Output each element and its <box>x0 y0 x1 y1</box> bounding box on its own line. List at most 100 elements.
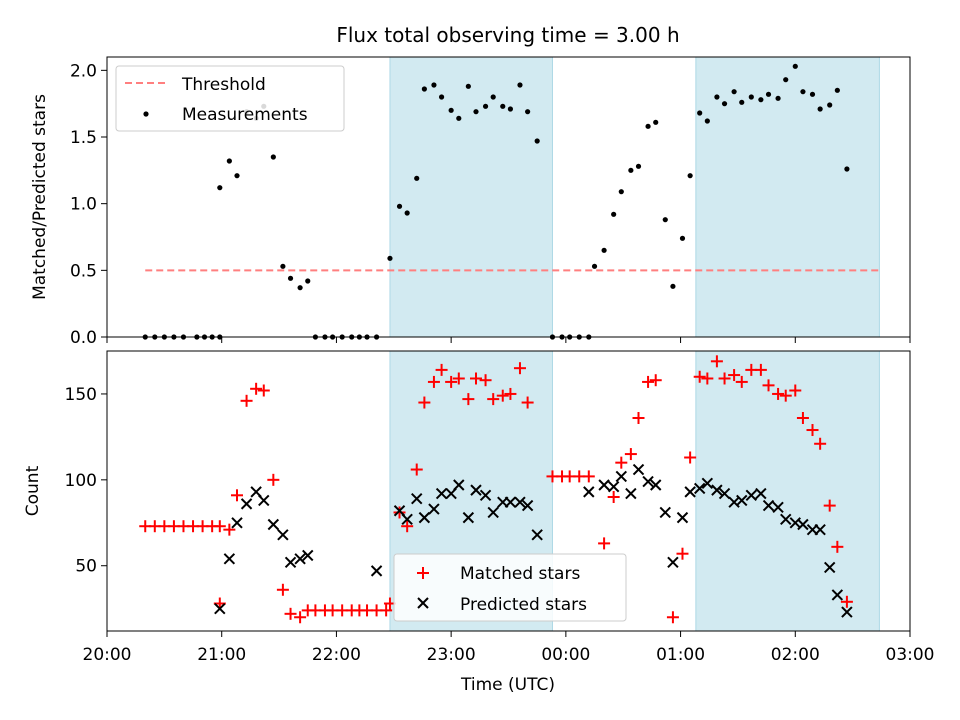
matched-star-point <box>452 372 465 385</box>
predicted-star-point <box>470 484 482 496</box>
matched-star-point <box>513 362 526 375</box>
matched-star-point <box>240 394 253 407</box>
top-y-axis-ticks: 0.0 0.5 1.0 1.5 2.0 <box>70 61 107 348</box>
matched-star-point <box>762 379 775 392</box>
matched-star-point <box>582 470 595 483</box>
y-tick-label: 2.0 <box>70 61 97 81</box>
measurement-point <box>679 235 686 241</box>
measurement-point <box>448 107 454 113</box>
predicted-star-point <box>487 506 499 519</box>
measurements-legend-swatch <box>143 111 149 117</box>
matched-star-point <box>607 491 620 504</box>
predicted-star-point <box>814 523 826 536</box>
top-legend: Threshold Measurements <box>115 65 345 132</box>
bottom-legend-box <box>393 553 627 622</box>
measurement-point <box>534 138 540 144</box>
measurement-point <box>670 283 676 289</box>
matched-star-point <box>831 540 844 553</box>
x-tick-label: 22:00 <box>312 645 361 665</box>
predicted-star-point <box>435 487 448 500</box>
measurement-point <box>280 263 286 269</box>
bottom-y-axis-ticks: 50 100 150 <box>65 385 107 577</box>
matched-star-point <box>693 370 706 383</box>
threshold-legend-label: Threshold <box>181 75 266 95</box>
predicted-star-point <box>302 549 314 562</box>
y-tick-label: 1.5 <box>70 128 97 148</box>
matched-star-point <box>701 372 714 385</box>
measurement-point <box>809 91 816 97</box>
predicted-legend-label: Predicted stars <box>460 595 587 615</box>
bottom-panel: 50 100 150 20:00 21:00 22:00 23:00 00:00 01:00 0… <box>23 350 935 695</box>
measurement-point <box>827 102 833 108</box>
predicted-star-point <box>831 589 844 601</box>
measurement-point <box>500 103 506 109</box>
measurement-point <box>517 82 523 88</box>
predicted-star-point <box>294 553 306 565</box>
matched-star-point <box>796 411 809 424</box>
matched-star-point <box>479 374 492 387</box>
matched-star-point <box>445 375 458 388</box>
predicted-star-point <box>514 496 526 508</box>
measurements-legend-label: Measurements <box>182 105 308 125</box>
measurement-point <box>817 106 823 112</box>
predicted-star-point <box>462 511 475 524</box>
predicted-star-point <box>615 470 628 483</box>
matched-star-point <box>779 389 792 402</box>
predicted-star-point <box>240 498 253 510</box>
matched-star-point <box>649 374 662 387</box>
matched-star-point <box>666 611 679 624</box>
matched-star-point <box>718 372 731 385</box>
y-tick-label: 1.0 <box>70 195 97 215</box>
measurement-point <box>507 106 514 112</box>
predicted-star-point <box>642 475 654 488</box>
predicted-star-point <box>632 463 645 476</box>
measurement-point <box>404 210 410 216</box>
matched-star-point <box>624 448 637 461</box>
matched-star-point <box>728 369 741 382</box>
predicted-star-point <box>841 606 853 618</box>
matched-star-point <box>231 489 244 502</box>
measurement-point <box>758 97 764 103</box>
predicted-star-point <box>684 486 696 498</box>
predicted-star-point <box>231 517 243 529</box>
matched-star-point <box>410 463 423 476</box>
predicted-star-point <box>428 503 440 515</box>
measurement-point <box>697 110 703 116</box>
matched-star-point <box>393 506 406 519</box>
measurement-point <box>287 275 294 281</box>
measurement-point <box>490 94 496 100</box>
predicted-star-point <box>701 477 714 489</box>
measurement-point <box>270 154 276 160</box>
predicted-star-point <box>214 602 226 615</box>
measurement-point <box>611 211 617 217</box>
matched-star-point <box>250 382 263 395</box>
measurement-point <box>721 101 728 107</box>
measurement-point <box>414 175 420 181</box>
predicted-star-point <box>479 489 492 502</box>
predicted-star-point <box>676 511 689 524</box>
predicted-star-point <box>411 493 423 505</box>
predicted-star-point <box>780 513 792 526</box>
measurement-point <box>387 255 393 261</box>
matched-star-point <box>276 583 289 596</box>
x-tick-label: 00:00 <box>541 645 590 665</box>
matched-star-point <box>598 537 611 550</box>
measurement-point <box>731 89 737 95</box>
x-tick-label: 01:00 <box>656 645 705 665</box>
measurement-point <box>844 166 850 172</box>
measurement-point <box>226 158 232 164</box>
matched-star-point <box>462 393 475 406</box>
matched-star-point <box>642 375 655 388</box>
predicted-star-point <box>531 529 543 541</box>
predicted-star-point <box>401 513 413 526</box>
matched-star-point <box>521 396 534 409</box>
count-series <box>139 355 853 624</box>
measurement-point <box>628 167 634 173</box>
predicted-star-point <box>521 499 534 512</box>
measurement-point <box>765 91 772 97</box>
measurement-point <box>645 123 651 129</box>
measurement-point <box>748 94 754 100</box>
predicted-star-point <box>797 518 809 531</box>
predicted-star-point <box>755 487 767 500</box>
